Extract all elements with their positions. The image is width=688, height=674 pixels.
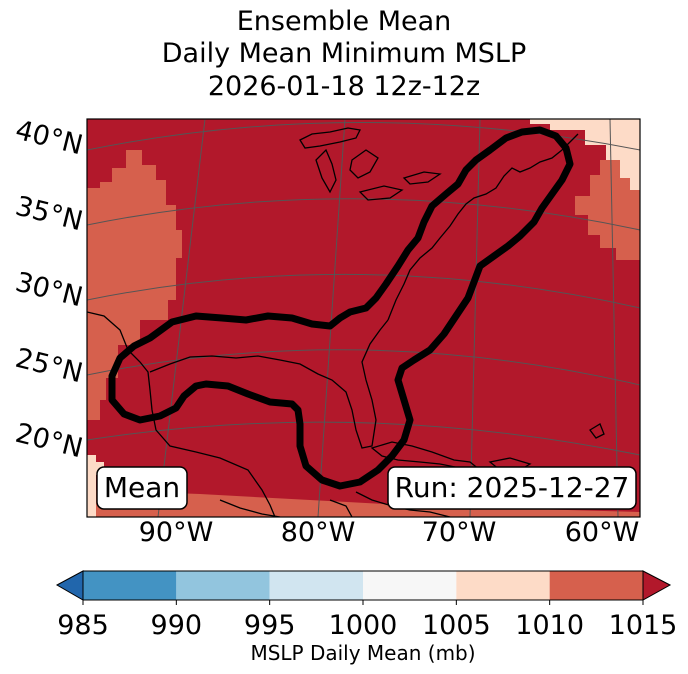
colorbar-segment-995-1000 (269, 571, 363, 600)
title-line-3: 2026-01-18 12z-12z (207, 71, 481, 102)
contour-1010 (108, 126, 574, 490)
colorbar-segment-1000-1005 (363, 571, 457, 600)
run-box: Run: 2025-12-27 (387, 466, 637, 510)
colorbar-under-arrow (55, 570, 84, 601)
lon-label-70w: 70°W (422, 517, 497, 548)
run-label: Run: 2025-12-27 (395, 471, 630, 504)
mean-box: Mean (96, 466, 188, 510)
map-area: Mean Run: 2025-12-27 (87, 119, 640, 517)
colorbar-segment-1010-1015 (549, 571, 643, 600)
lat-label-20: 20°N (12, 418, 86, 465)
mean-label: Mean (104, 471, 180, 504)
latitude-labels: 40°N 35°N 30°N 25°N 20°N (12, 115, 86, 465)
colorbar-segment-985-990 (83, 571, 177, 600)
lat-label-35: 35°N (12, 191, 86, 238)
title-line-1: Ensemble Mean (236, 6, 452, 37)
field-1005-1010-south (87, 490, 640, 517)
colorbar-tick-label: 1015 (609, 610, 678, 641)
colorbar-tick-label: 990 (151, 610, 203, 641)
lat-label-25: 25°N (12, 343, 86, 390)
longitude-labels: 90°W 80°W 70°W 60°W (139, 517, 640, 548)
lon-label-60w: 60°W (565, 517, 640, 548)
field-1010-1015 (87, 119, 640, 517)
lon-label-90w: 90°W (139, 517, 214, 548)
lon-label-80w: 80°W (281, 517, 356, 548)
title-line-2: Daily Mean Minimum MSLP (161, 38, 527, 69)
lat-label-30: 30°N (12, 267, 86, 314)
map-frame (86, 118, 641, 518)
colorbar-tick-label: 1000 (329, 610, 398, 641)
colorbar: 985 990 995 1000 1005 1010 1015 MSLP Daily Mea… (55, 570, 678, 665)
colorbar-tick-label: 985 (57, 610, 109, 641)
colorbar-over-arrow (642, 570, 672, 601)
field-1005-1010-west (87, 150, 182, 420)
colorbar-tick-label: 1005 (422, 610, 491, 641)
field-1000-1005-northeast (530, 119, 640, 190)
colorbar-tick-label: 1010 (515, 610, 584, 641)
colorbar-segment-990-995 (176, 571, 270, 600)
colorbar-label: MSLP Daily Mean (mb) (250, 641, 475, 665)
colorbar-segment-1005-1010 (456, 571, 550, 600)
lat-label-40: 40°N (12, 115, 86, 162)
colorbar-tick-label: 995 (244, 610, 296, 641)
